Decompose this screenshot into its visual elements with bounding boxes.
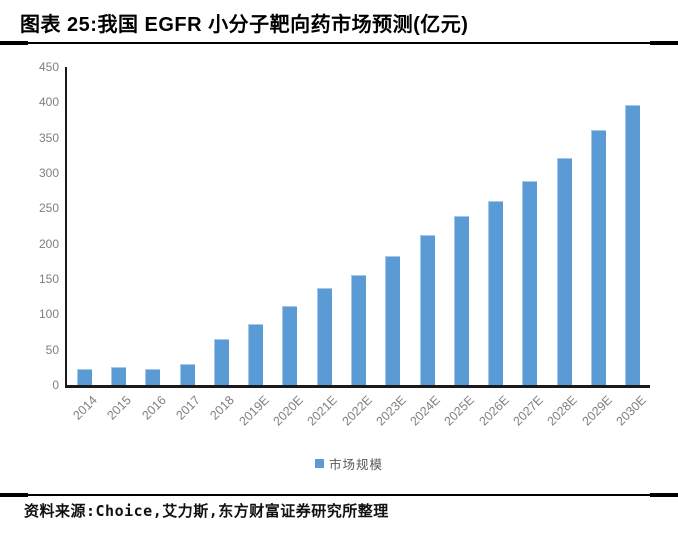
bar-2025E [453,216,469,385]
bar-2027E [522,180,538,385]
bar-2018 [213,339,229,385]
bar-2029E [591,129,607,385]
x-axis-labels: 2014 2015 2016 2017 2018 2019E 2020E 2021E 2022E… [65,389,648,439]
bar-2015 [110,367,126,385]
bar-2028E [556,158,572,385]
y-tick-label: 450 [38,60,59,74]
y-tick-label: 50 [45,342,59,357]
plot-area [65,67,650,388]
y-tick-label: 300 [38,166,59,180]
bar-2022E [351,274,366,385]
y-axis-labels: 0 50 100 150 200 250 300 350 400 450 [25,55,65,415]
title-divider [0,40,678,46]
bar-2026E [488,200,504,385]
figure-title: 图表 25:我国 EGFR 小分子靶向药市场预测(亿元) [20,14,469,36]
y-tick-label: 100 [38,307,59,322]
bar-2020E [282,305,298,385]
y-tick-label: 150 [38,272,59,286]
y-tick-label: 400 [38,95,59,110]
divider-endcap-left [0,492,28,497]
footer-divider [0,492,678,498]
bar-2024E [419,235,435,385]
bar-2014 [76,368,92,385]
bar-2023E [385,255,401,385]
y-tick-label: 250 [38,201,59,216]
divider-line [0,42,678,44]
y-tick-label: 200 [38,236,59,251]
chart-legend: 市场规模 [314,454,384,473]
bar-2016 [145,369,161,385]
bar-2021E [316,288,332,385]
source-note: 资料来源:Choice,艾力斯,东方财富证券研究所整理 [24,502,389,520]
bar-chart: 0 50 100 150 200 250 300 350 400 450 2014 2015 2016… [25,55,673,475]
bar-2017 [179,363,195,385]
y-tick-label: 0 [52,378,59,392]
bar-2019E [248,323,264,385]
divider-line [0,494,678,496]
y-tick-label: 350 [38,130,59,145]
divider-endcap-right [650,492,678,497]
divider-endcap-right [650,40,678,45]
divider-endcap-left [0,40,28,45]
bar-2030E [625,105,641,385]
legend-series-label: 市场规模 [328,458,384,472]
legend-square-marker-icon [314,459,324,468]
